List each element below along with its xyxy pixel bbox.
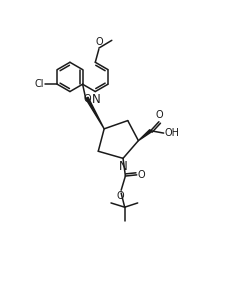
Text: O: O: [156, 110, 163, 120]
Text: O: O: [138, 170, 146, 180]
Text: N: N: [92, 93, 101, 106]
Polygon shape: [86, 97, 104, 129]
Text: Cl: Cl: [35, 79, 44, 89]
Text: O: O: [117, 191, 124, 201]
Text: O: O: [96, 37, 103, 47]
Text: N: N: [119, 160, 127, 172]
Polygon shape: [138, 130, 152, 141]
Text: OH: OH: [164, 128, 179, 138]
Text: O: O: [83, 94, 91, 104]
